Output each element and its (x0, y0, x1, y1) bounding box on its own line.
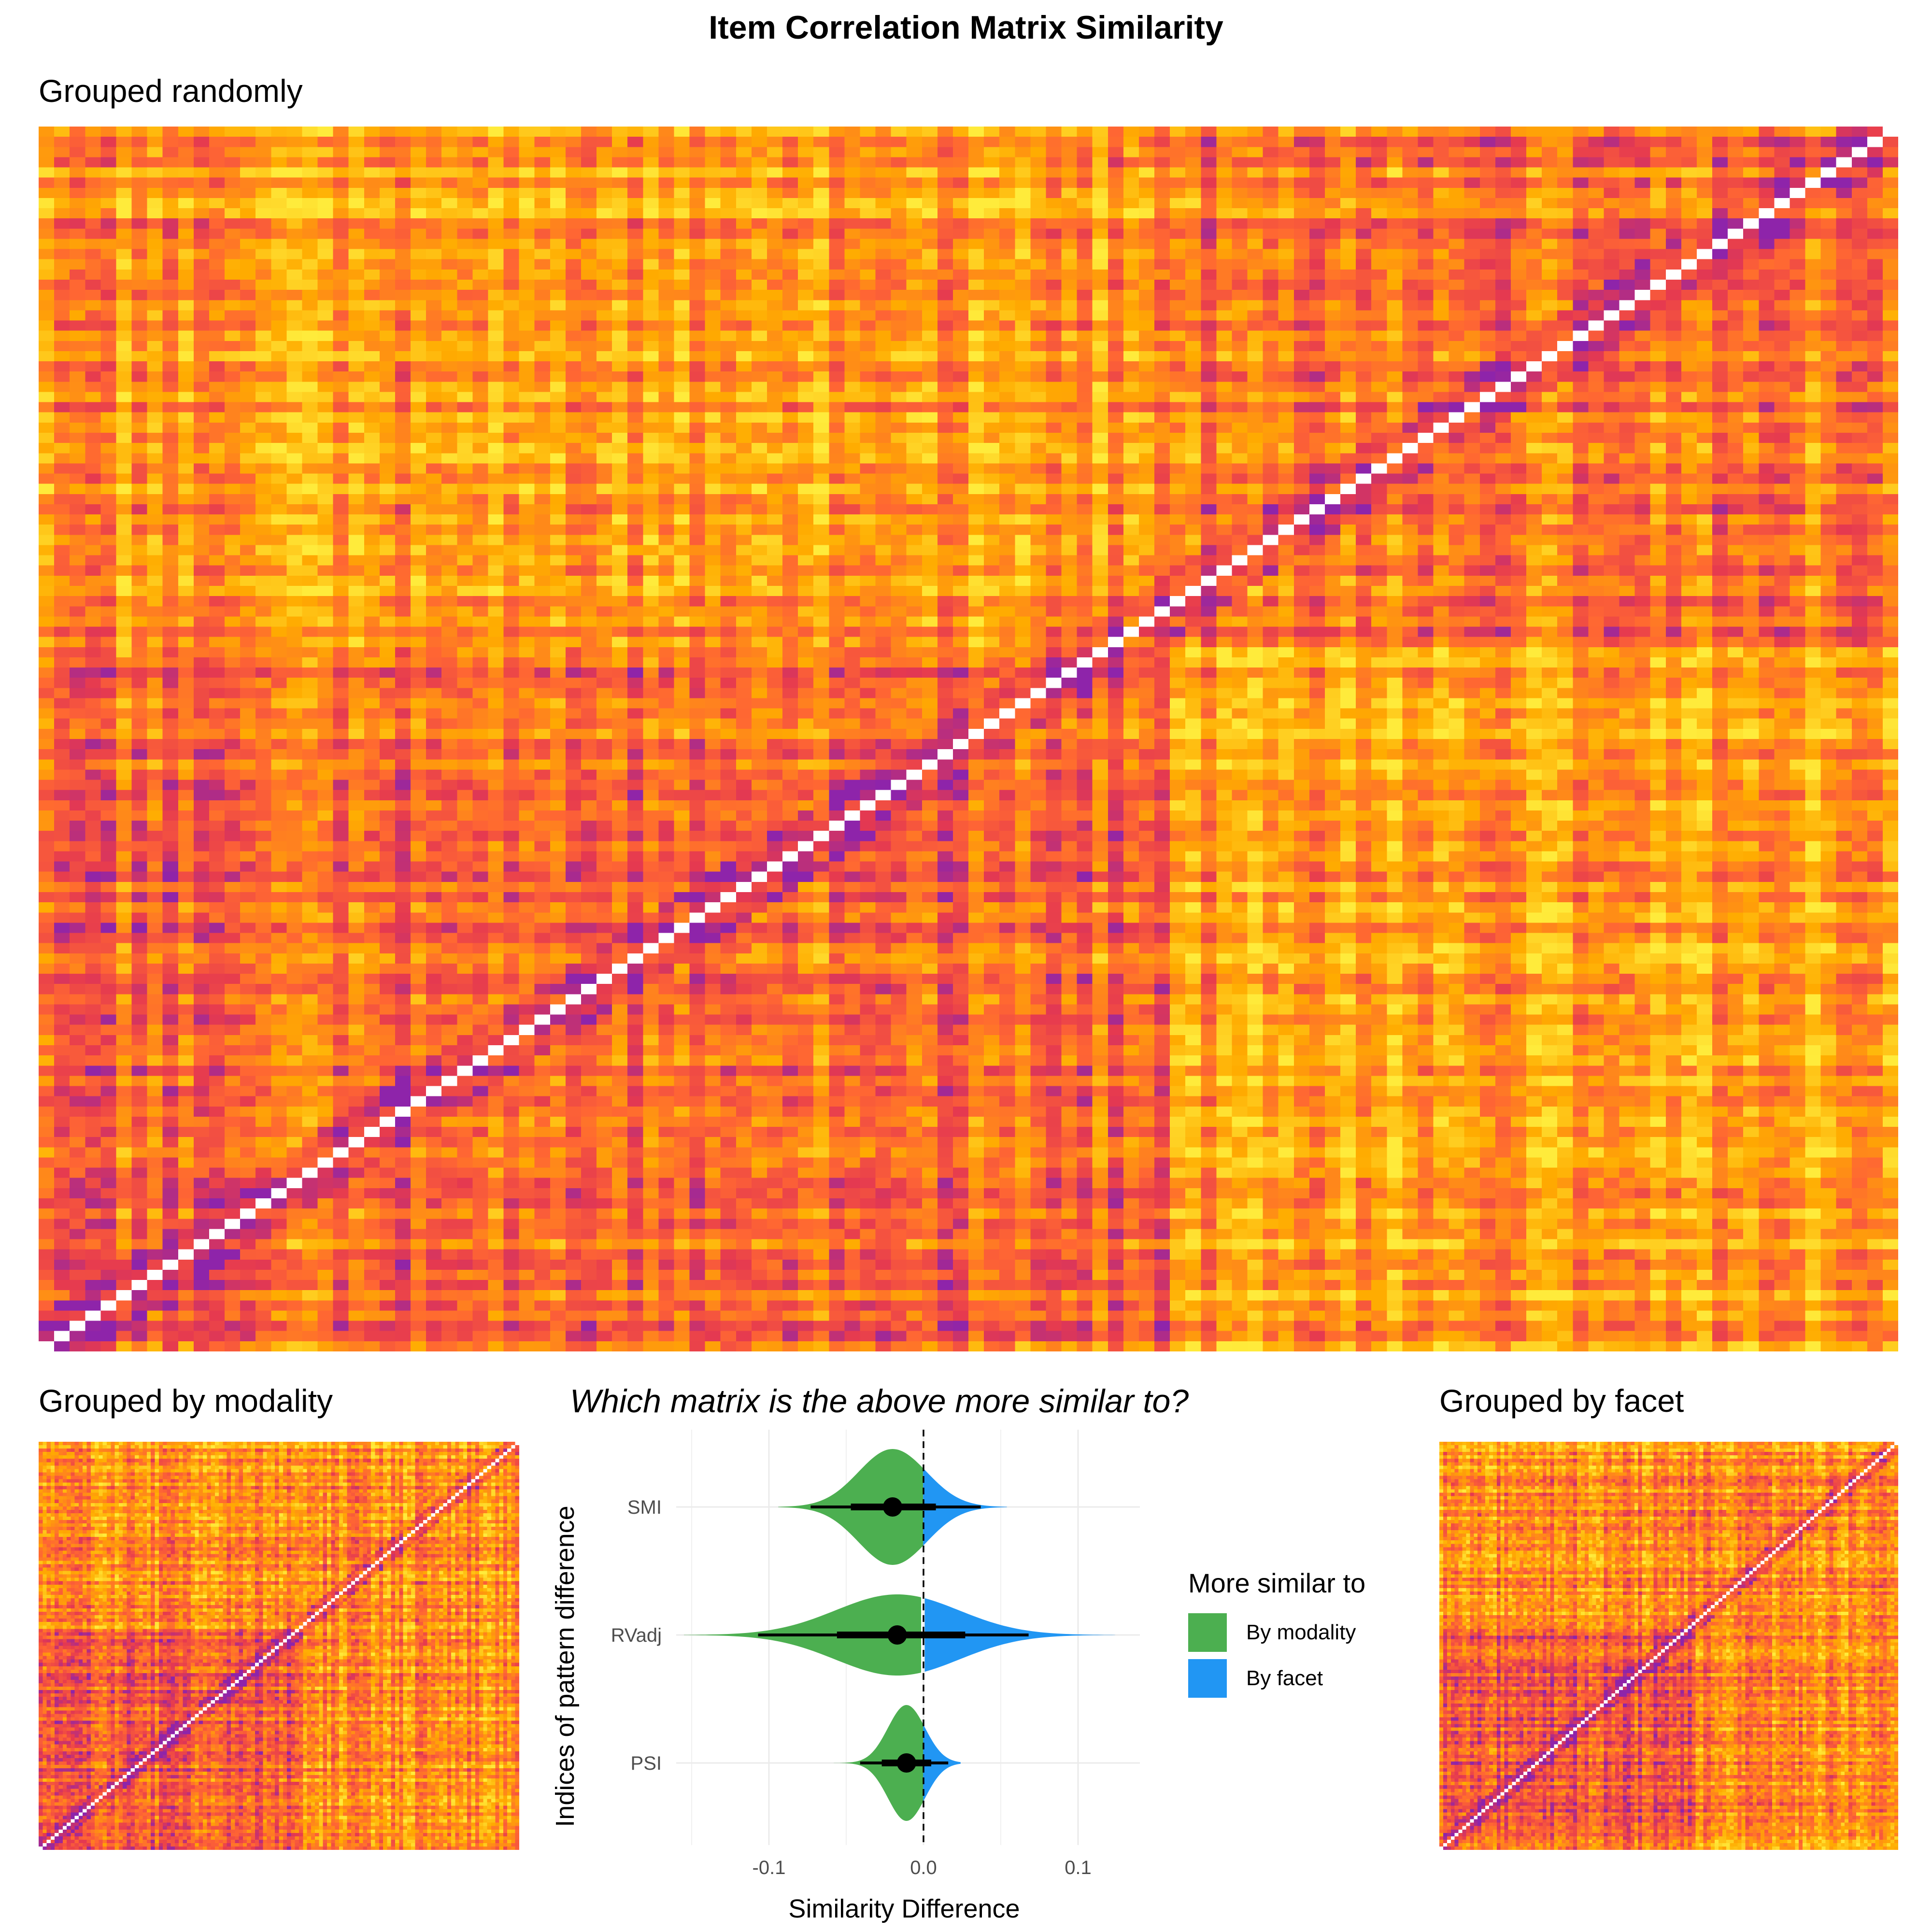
legend-item-modality: By modality (1188, 1613, 1365, 1652)
facet-panel-title: Grouped by facet (1439, 1383, 1684, 1419)
facet-swatch (1188, 1659, 1227, 1698)
point-estimate-smi (883, 1497, 902, 1517)
x-tick-label: -0.1 (753, 1857, 786, 1878)
similarity-question: Which matrix is the above more similar t… (570, 1383, 1189, 1420)
interval-bars (758, 1497, 1029, 1773)
random-heatmap (39, 127, 1898, 1351)
point-estimate-psi (896, 1753, 916, 1773)
x-tick-labels: -0.1 0.0 0.1 (753, 1857, 1092, 1878)
legend: More similar to By modality By facet (1188, 1567, 1365, 1698)
legend-item-facet: By facet (1188, 1659, 1365, 1698)
legend-label-modality: By modality (1246, 1620, 1356, 1644)
random-panel-title: Grouped randomly (39, 73, 303, 109)
x-tick-label: 0.1 (1065, 1857, 1092, 1878)
modality-swatch (1188, 1613, 1227, 1652)
x-axis-label: Similarity Difference (788, 1894, 1020, 1923)
x-tick-label: 0.0 (910, 1857, 937, 1878)
modality-panel-title: Grouped by modality (39, 1383, 333, 1419)
y-tick-label-psi: PSI (631, 1753, 662, 1774)
point-estimate-rvadj (887, 1625, 907, 1645)
modality-heatmap (39, 1442, 519, 1850)
facet-heatmap (1439, 1442, 1898, 1850)
violin-plot: SMI RVadj PSI -0.1 0.0 0.1 Similarity Differ… (551, 1430, 1140, 1923)
y-tick-label-smi: SMI (627, 1497, 662, 1518)
legend-title: More similar to (1188, 1568, 1366, 1598)
figure-title: Item Correlation Matrix Similarity (709, 9, 1223, 46)
y-tick-labels: SMI RVadj PSI (611, 1497, 662, 1774)
legend-label-facet: By facet (1246, 1666, 1323, 1690)
y-tick-label-rvadj: RVadj (611, 1625, 662, 1646)
y-axis-label: Indices of pattern difference (551, 1506, 580, 1827)
